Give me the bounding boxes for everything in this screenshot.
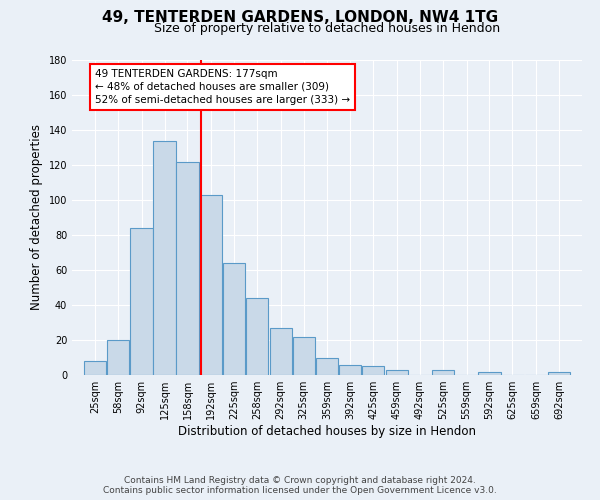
Bar: [107, 340, 129, 375]
Text: Contains HM Land Registry data © Crown copyright and database right 2024.
Contai: Contains HM Land Registry data © Crown c…: [103, 476, 497, 495]
Bar: [130, 228, 153, 375]
Bar: [223, 263, 245, 375]
Bar: [269, 328, 292, 375]
Text: 49, TENTERDEN GARDENS, LONDON, NW4 1TG: 49, TENTERDEN GARDENS, LONDON, NW4 1TG: [102, 10, 498, 25]
Bar: [200, 194, 222, 375]
Bar: [293, 336, 315, 375]
Bar: [316, 358, 338, 375]
Bar: [84, 361, 106, 375]
Bar: [432, 370, 454, 375]
Text: 49 TENTERDEN GARDENS: 177sqm
← 48% of detached houses are smaller (309)
52% of s: 49 TENTERDEN GARDENS: 177sqm ← 48% of de…: [95, 68, 350, 105]
Bar: [478, 372, 500, 375]
Bar: [362, 366, 385, 375]
Bar: [176, 162, 199, 375]
Bar: [154, 140, 176, 375]
Bar: [386, 370, 408, 375]
Title: Size of property relative to detached houses in Hendon: Size of property relative to detached ho…: [154, 22, 500, 35]
Bar: [339, 364, 361, 375]
Bar: [246, 298, 268, 375]
Y-axis label: Number of detached properties: Number of detached properties: [30, 124, 43, 310]
Bar: [548, 372, 570, 375]
X-axis label: Distribution of detached houses by size in Hendon: Distribution of detached houses by size …: [178, 425, 476, 438]
